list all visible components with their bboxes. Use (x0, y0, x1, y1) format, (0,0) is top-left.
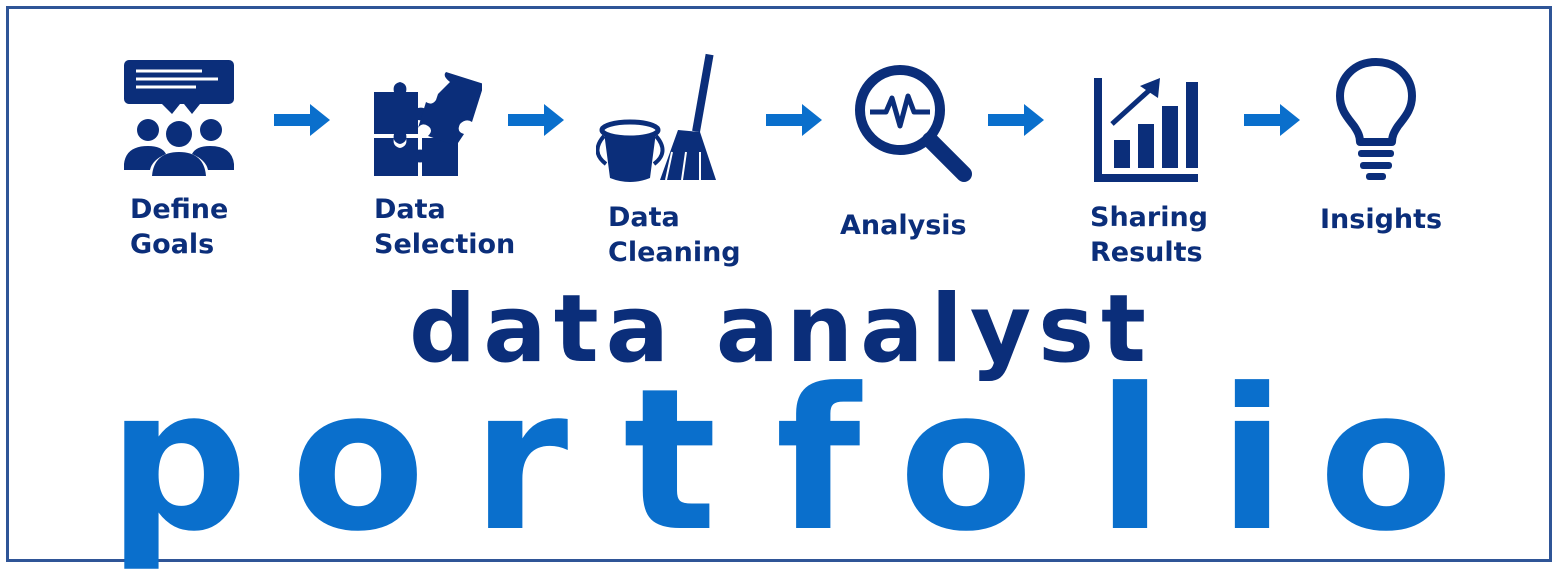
portfolio-letter: i (1218, 347, 1286, 575)
portfolio-letter: l (1096, 347, 1164, 575)
label-line: Insights (1320, 204, 1443, 235)
label-line: Results (1090, 237, 1203, 268)
label-line: Cleaning (608, 237, 741, 268)
label-line: Data (374, 194, 446, 225)
growth-bar-chart-icon (1094, 78, 1198, 182)
portfolio-letter: o (898, 347, 1034, 575)
headline-data-analyst: data analyst (409, 275, 1153, 384)
flow-arrow-icon (766, 104, 824, 136)
label-line: Data (608, 202, 680, 233)
step-label-define-goals: Define Goals (130, 192, 228, 262)
portfolio-letter: t (623, 347, 717, 575)
portfolio-letter: f (775, 347, 861, 575)
flow-arrow-icon (508, 104, 566, 136)
portfolio-letter: o (290, 347, 426, 575)
step-label-sharing-results: Sharing Results (1090, 200, 1208, 270)
flow-arrow-icon (1244, 104, 1302, 136)
lightbulb-icon (1336, 58, 1416, 180)
label-line: Sharing (1090, 202, 1209, 233)
label-line: Analysis (840, 210, 967, 241)
portfolio-letter: p (107, 347, 249, 575)
banner-frame (6, 6, 1552, 562)
step-label-data-cleaning: Data Cleaning (608, 200, 741, 270)
puzzle-pieces-icon (374, 72, 482, 176)
flow-arrow-icon (988, 104, 1046, 136)
magnifier-pulse-icon (855, 65, 972, 182)
step-label-analysis: Analysis (840, 208, 967, 243)
label-line: Define (130, 194, 229, 225)
portfolio-letter: o (1318, 347, 1454, 575)
label-line: Goals (130, 229, 215, 260)
flow-arrow-icon (274, 104, 332, 136)
portfolio-letter: r (471, 347, 569, 575)
bucket-broom-icon (596, 53, 716, 182)
step-label-data-selection: Data Selection (374, 192, 515, 262)
step-label-insights: Insights (1320, 202, 1442, 237)
people-speech-bubble-icon (124, 60, 234, 176)
label-line: Selection (374, 229, 516, 260)
